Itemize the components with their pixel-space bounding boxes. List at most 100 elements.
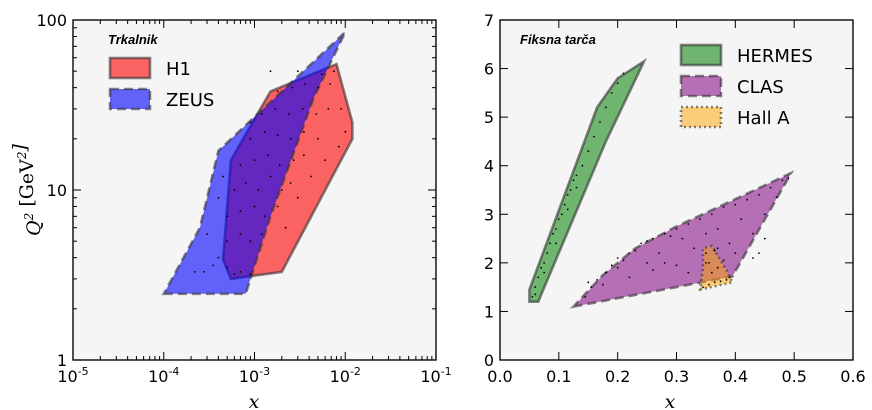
left-data-point bbox=[296, 196, 299, 199]
right-data-point bbox=[687, 271, 690, 274]
right-legend-swatch-clas bbox=[679, 74, 723, 98]
right-data-point bbox=[781, 179, 784, 182]
left-data-point bbox=[249, 240, 252, 243]
right-y-tick-label: 0 bbox=[484, 351, 494, 370]
left-x-tick-label: 10-2 bbox=[330, 365, 361, 386]
right-points bbox=[531, 72, 790, 298]
left-data-point bbox=[280, 189, 283, 191]
left-x-tick-label: 10-4 bbox=[148, 365, 179, 386]
left-data-point bbox=[274, 108, 277, 110]
left-data-point bbox=[329, 83, 331, 85]
left-region-zeus bbox=[161, 31, 347, 296]
right-x-tick-label: 0.5 bbox=[781, 367, 806, 386]
right-data-point bbox=[787, 177, 790, 179]
left-data-point bbox=[212, 264, 215, 267]
right-x-axis-title: x bbox=[665, 391, 676, 410]
right-data-point bbox=[646, 240, 648, 242]
left-data-point bbox=[296, 70, 299, 73]
right-data-point bbox=[746, 198, 748, 201]
left-data-point bbox=[226, 215, 229, 218]
right-data-point bbox=[587, 281, 590, 284]
left-x-tick-labels: 10-5 10-4 10-3 10-2 10-1 bbox=[57, 365, 451, 386]
right-data-point bbox=[722, 206, 725, 208]
right-data-point bbox=[702, 286, 704, 288]
right-data-point bbox=[622, 259, 625, 262]
right-data-point bbox=[705, 262, 707, 264]
left-y-tick-label: 1 bbox=[57, 351, 67, 370]
left-data-point bbox=[276, 134, 279, 137]
right-data-point bbox=[590, 286, 593, 288]
left-data-point bbox=[203, 271, 206, 273]
right-legend-label-clas: CLAS bbox=[737, 77, 784, 98]
right-data-point bbox=[552, 232, 554, 235]
right-data-point bbox=[663, 262, 666, 264]
right-data-point bbox=[705, 252, 707, 255]
left-data-point bbox=[239, 233, 242, 236]
left-data-point bbox=[263, 130, 266, 133]
left-legend-swatch-h1 bbox=[108, 56, 152, 80]
left-x-axis-title: x bbox=[249, 391, 260, 410]
right-data-point bbox=[734, 203, 737, 206]
right-x-tick-labels: 0.0 0.1 0.2 0.3 0.4 0.5 0.6 bbox=[487, 367, 865, 386]
left-data-point bbox=[206, 233, 208, 236]
right-data-point bbox=[540, 266, 543, 269]
left-data-point bbox=[249, 137, 252, 140]
right-data-point bbox=[752, 257, 754, 259]
left-data-point bbox=[292, 159, 295, 162]
right-data-point bbox=[699, 218, 701, 221]
left-data-point bbox=[244, 182, 247, 184]
right-data-point bbox=[719, 280, 722, 283]
left-x-tick-label: 10-5 bbox=[57, 365, 88, 386]
left-data-point bbox=[333, 70, 335, 73]
left-y-tick-labels: 1 10 100 bbox=[36, 11, 67, 370]
right-x-tick-label: 0.2 bbox=[605, 367, 630, 386]
left-data-point bbox=[337, 145, 340, 148]
left-data-point bbox=[276, 90, 279, 93]
left-data-point bbox=[276, 205, 279, 208]
right-data-point bbox=[628, 252, 631, 255]
right-data-point bbox=[616, 257, 619, 259]
right-data-point bbox=[555, 228, 557, 230]
left-data-point bbox=[310, 175, 312, 178]
right-legend-swatch-hermes bbox=[679, 43, 723, 67]
right-x-tick-label: 0.6 bbox=[840, 367, 865, 386]
right-data-point bbox=[705, 232, 707, 235]
right-ticks bbox=[499, 19, 854, 361]
left-data-point bbox=[317, 86, 319, 89]
left-data-point bbox=[289, 137, 292, 140]
right-data-point bbox=[610, 92, 613, 94]
left-legend-label-h1: H1 bbox=[166, 59, 191, 80]
left-y-tick-label: 10 bbox=[47, 181, 67, 200]
left-data-point bbox=[266, 154, 269, 157]
right-data-point bbox=[663, 232, 666, 235]
left-data-point bbox=[257, 189, 260, 191]
right-data-point bbox=[708, 262, 710, 264]
right-data-point bbox=[713, 281, 716, 284]
right-data-point bbox=[728, 242, 731, 245]
right-data-point bbox=[716, 266, 719, 269]
right-y-tick-label: 7 bbox=[484, 11, 494, 30]
left-data-point bbox=[301, 108, 304, 110]
right-legend-label-hermes: HERMES bbox=[737, 46, 813, 67]
right-data-point bbox=[710, 271, 713, 274]
left-data-point bbox=[249, 121, 252, 124]
left-chart-panel: 10-5 10-4 10-3 10-2 10-1 1 10 100 Trkalnik H1 Z… bbox=[9, 11, 452, 410]
right-data-point bbox=[763, 237, 766, 240]
right-data-point bbox=[543, 271, 545, 274]
left-data-point bbox=[239, 271, 242, 273]
right-y-tick-label: 2 bbox=[484, 254, 494, 273]
right-region-hermes bbox=[528, 57, 648, 304]
left-ticks bbox=[72, 19, 437, 361]
right-data-point bbox=[658, 252, 660, 255]
left-data-point bbox=[303, 130, 305, 133]
right-y-tick-label: 3 bbox=[484, 205, 494, 224]
left-data-point bbox=[193, 271, 196, 273]
right-data-point bbox=[752, 232, 754, 235]
right-data-point bbox=[531, 296, 534, 298]
right-data-point bbox=[640, 242, 643, 245]
right-data-point bbox=[549, 242, 551, 245]
right-data-point bbox=[634, 249, 637, 252]
left-data-point bbox=[269, 70, 272, 73]
right-y-tick-label: 4 bbox=[484, 157, 494, 176]
right-data-point bbox=[652, 269, 654, 271]
